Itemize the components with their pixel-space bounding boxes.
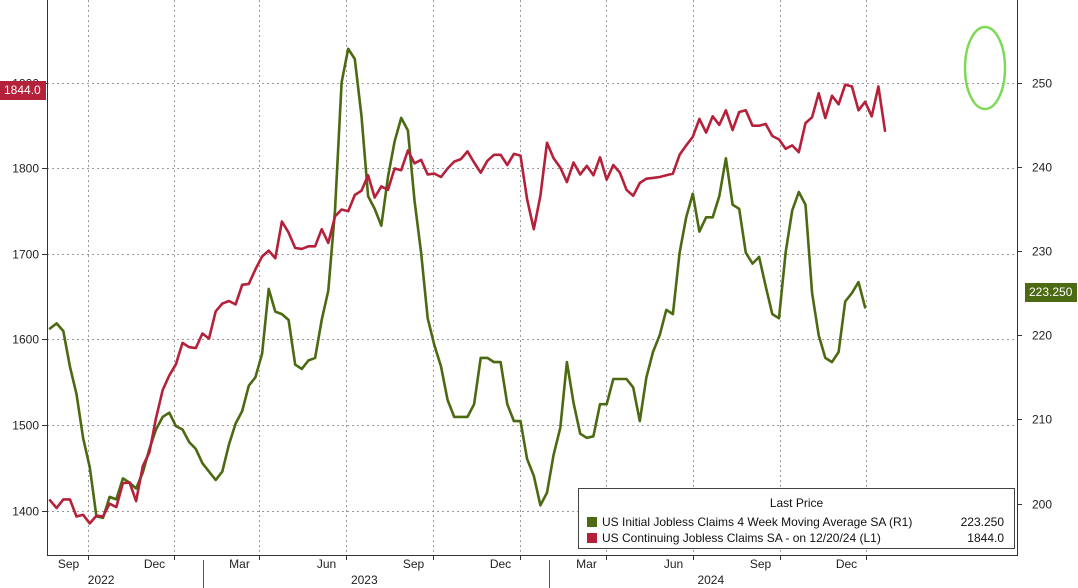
right-tick-label: 250 <box>1032 77 1052 91</box>
x-month-label: Jun <box>317 557 336 571</box>
legend-swatch <box>587 516 597 527</box>
x-month-label: Dec <box>836 557 857 571</box>
series-layer <box>48 47 887 525</box>
right-tick-label: 220 <box>1032 329 1052 343</box>
x-month-label: Dec <box>490 557 511 571</box>
left-tick-label: 1800 <box>12 162 39 176</box>
continuing-claims-line <box>48 83 887 525</box>
legend-entry-name: US Continuing Jobless Claims SA - on 12/… <box>602 530 881 545</box>
initial-claims-line <box>48 47 867 520</box>
x-month-label: Jun <box>664 557 683 571</box>
x-axis-ticks: Sep Dec Mar Jun Sep Dec Mar Jun Sep Dec 2022 2023 20… <box>58 555 867 588</box>
legend-entry-value: 1844.0 <box>967 530 1004 545</box>
legend-entry-name: US Initial Jobless Claims 4 Week Moving … <box>602 514 913 529</box>
x-month-label: Mar <box>576 557 597 571</box>
right-tick-label: 210 <box>1032 413 1052 427</box>
legend-entry-continuing-claims: US Continuing Jobless Claims SA - on 12/… <box>587 530 1004 545</box>
right-last-value-tag: 223.250 <box>1025 283 1077 302</box>
x-month-label: Sep <box>58 557 80 571</box>
left-tick-label: 1700 <box>12 248 39 262</box>
left-last-value-tag: 1844.0 <box>0 81 46 100</box>
right-tick-label: 200 <box>1032 498 1052 512</box>
highlight-circle <box>963 25 1007 111</box>
left-tick-label: 1400 <box>12 505 39 519</box>
x-month-label: Mar <box>229 557 250 571</box>
grid-lines <box>47 0 1017 555</box>
left-axis-ticks: 140015001600170018001900 <box>12 77 47 519</box>
right-axis-ticks: 200 210 220 230 240 250 <box>1017 77 1052 512</box>
x-year-label: 2022 <box>88 573 115 587</box>
left-tick-label: 1600 <box>12 333 39 347</box>
legend-title: Last Price <box>769 496 824 510</box>
legend-entry-initial-claims: US Initial Jobless Claims 4 Week Moving … <box>587 514 1004 529</box>
x-year-label: 2024 <box>697 573 724 587</box>
legend-entry-value: 223.250 <box>960 514 1004 529</box>
x-month-label: Dec <box>144 557 165 571</box>
x-month-label: Sep <box>750 557 772 571</box>
legend: Last Price US Initial Jobless Claims 4 W… <box>578 488 1015 549</box>
right-tick-label: 240 <box>1032 161 1052 175</box>
legend-swatch <box>587 532 597 543</box>
right-tick-label: 230 <box>1032 245 1052 259</box>
x-year-label: 2023 <box>351 573 378 587</box>
left-tick-label: 1500 <box>12 419 39 433</box>
x-month-label: Sep <box>403 557 425 571</box>
